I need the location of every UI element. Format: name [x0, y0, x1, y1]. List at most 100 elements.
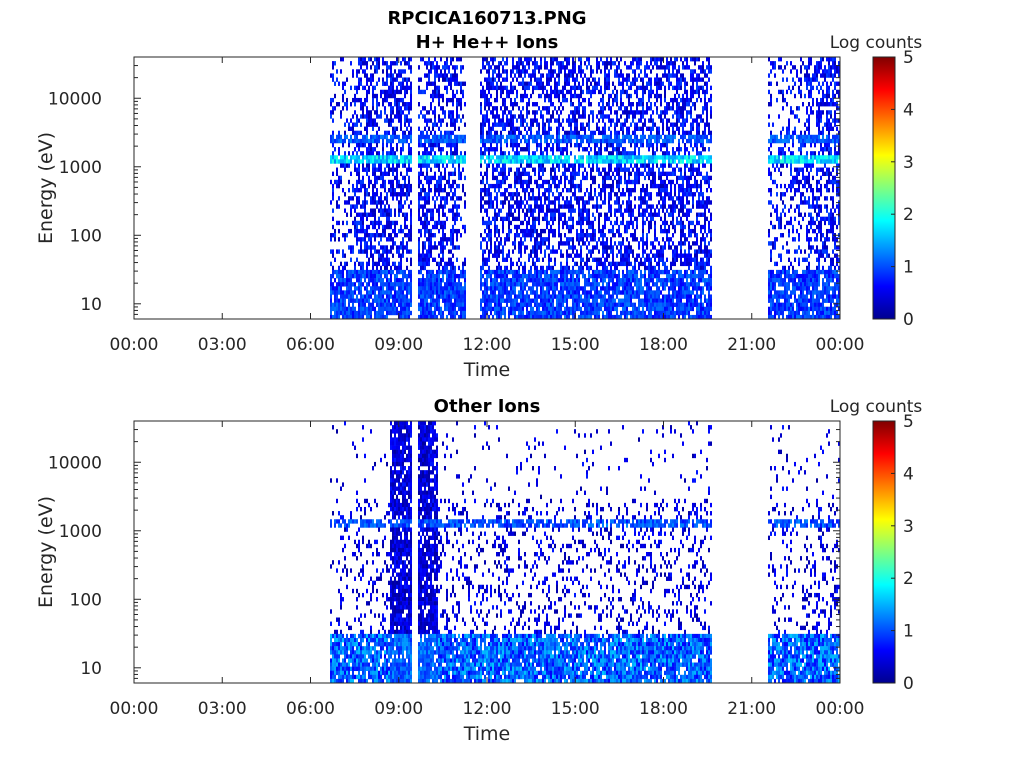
spectrogram-cell	[440, 122, 442, 127]
spectrogram-cell	[332, 269, 334, 275]
spectrogram-cell	[560, 298, 562, 303]
spectrogram-cell	[390, 159, 392, 164]
spectrogram-cell	[430, 151, 432, 156]
spectrogram-cell	[342, 85, 344, 91]
spectrogram-cell	[592, 134, 594, 140]
spectrogram-cell	[570, 134, 572, 140]
spectrogram-cell	[560, 294, 562, 299]
spectrogram-cell	[586, 282, 588, 287]
spectrogram-cell	[444, 134, 446, 140]
spectrogram-cell	[536, 245, 538, 250]
spectrogram-cell	[456, 155, 458, 160]
spectrogram-cell	[576, 233, 578, 238]
spectrogram-cell	[490, 306, 492, 312]
spectrogram-cell	[426, 65, 428, 70]
spectrogram-cell	[360, 65, 362, 70]
spectrogram-cell	[528, 175, 530, 181]
spectrogram-cell	[444, 65, 446, 70]
spectrogram-cell	[450, 130, 452, 136]
spectrogram-cell	[522, 298, 524, 303]
spectrogram-cell	[388, 171, 390, 177]
spectrogram-cell	[484, 249, 486, 254]
spectrogram-cell	[424, 253, 426, 258]
spectrogram-cell	[588, 265, 590, 271]
spectrogram-cell	[536, 228, 538, 234]
spectrogram-cell	[420, 253, 422, 258]
spectrogram-cell	[512, 142, 514, 148]
spectrogram-cell	[604, 130, 606, 136]
spectrogram-cell	[450, 73, 452, 78]
spectrogram-cell	[434, 204, 436, 209]
spectrogram-cell	[542, 278, 544, 283]
spectrogram-cell	[578, 269, 580, 275]
spectrogram-cell	[488, 204, 490, 209]
spectrogram-cell	[392, 253, 394, 258]
spectrogram-cell	[570, 73, 572, 78]
spectrogram-cell	[374, 196, 376, 201]
spectrogram-cell	[348, 310, 350, 316]
spectrogram-cell	[544, 212, 546, 217]
spectrogram-cell	[486, 212, 488, 217]
spectrogram-cell	[562, 220, 564, 226]
spectrogram-cell	[498, 306, 500, 312]
spectrogram-cell	[374, 237, 376, 242]
spectrogram-cell	[482, 151, 484, 156]
spectrogram-cell	[596, 126, 598, 131]
spectrogram-cell	[484, 102, 486, 107]
spectrogram-cell	[512, 196, 514, 201]
spectrogram-cell	[504, 179, 506, 185]
spectrogram-cell	[578, 212, 580, 217]
spectrogram-cell	[490, 81, 492, 86]
spectrogram-cell	[358, 118, 360, 123]
spectrogram-cell	[420, 89, 422, 95]
spectrogram-cell	[356, 196, 358, 201]
spectrogram-cell	[418, 212, 420, 217]
spectrogram-cell	[464, 134, 466, 140]
spectrogram-cell	[394, 175, 396, 181]
spectrogram-cell	[398, 118, 400, 123]
spectrogram-cell	[344, 130, 346, 136]
spectrogram-cell	[596, 159, 598, 164]
spectrogram-cell	[368, 138, 370, 144]
spectrogram-cell	[506, 269, 508, 275]
spectrogram-cell	[384, 155, 386, 160]
spectrogram-cell	[548, 208, 550, 213]
spectrogram-cell	[332, 273, 334, 279]
spectrogram-cell	[434, 122, 436, 127]
spectrogram-cell	[562, 163, 564, 168]
spectrogram-cell	[526, 224, 528, 230]
spectrogram-cell	[530, 265, 532, 271]
spectrogram-cell	[550, 183, 552, 189]
spectrogram-cell	[606, 57, 608, 62]
spectrogram-cell	[436, 159, 438, 164]
spectrogram-cell	[584, 278, 586, 283]
spectrogram-cell	[590, 302, 592, 308]
spectrogram-cell	[426, 134, 428, 140]
spectrogram-cell	[358, 142, 360, 148]
spectrogram-cell	[382, 282, 384, 287]
spectrogram-cell	[576, 294, 578, 299]
spectrogram-cell	[530, 237, 532, 242]
spectrogram-cell	[370, 269, 372, 275]
spectrogram-cell	[528, 159, 530, 164]
spectrogram-cell	[398, 302, 400, 308]
spectrogram-cell	[606, 249, 608, 254]
spectrogram-cell	[386, 200, 388, 205]
spectrogram-cell	[510, 167, 512, 172]
spectrogram-cell	[358, 57, 360, 62]
spectrogram-cell	[522, 155, 524, 160]
spectrogram-cell	[524, 171, 526, 177]
spectrogram-cell	[354, 134, 356, 140]
spectrogram-cell	[582, 122, 584, 127]
spectrogram-cell	[596, 163, 598, 168]
spectrogram-cell	[548, 81, 550, 86]
spectrogram-cell	[350, 290, 352, 295]
spectrogram-cell	[506, 298, 508, 303]
spectrogram-cell	[518, 114, 520, 119]
spectrogram-cell	[594, 81, 596, 86]
spectrogram-cell	[398, 97, 400, 103]
spectrogram-cell	[560, 249, 562, 254]
spectrogram-cell	[450, 302, 452, 308]
spectrogram-cell	[426, 212, 428, 217]
spectrogram-cell	[540, 65, 542, 70]
